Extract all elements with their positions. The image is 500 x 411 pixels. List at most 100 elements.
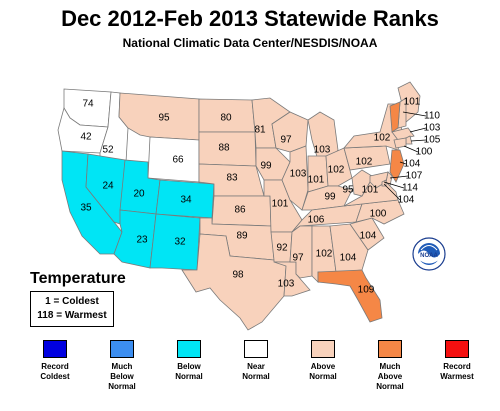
- category-label-line1: Much: [111, 362, 133, 371]
- rank-label-wy: 66: [172, 155, 184, 166]
- category-above: Above Normal: [288, 340, 358, 382]
- rank-label-nd: 80: [220, 113, 232, 124]
- legend-title: Temperature: [30, 270, 126, 287]
- rank-label-ga: 104: [340, 253, 357, 264]
- state-il: [281, 145, 309, 211]
- category-label-line2: Normal: [309, 372, 337, 381]
- rank-label-ct: 100: [416, 147, 433, 158]
- legend-line-warmest: 118 = Warmest: [37, 310, 107, 321]
- rank-label-in: 101: [308, 175, 325, 186]
- state-oh: [325, 147, 353, 187]
- category-near: Near Normal: [221, 340, 291, 382]
- rank-label-co: 34: [180, 195, 192, 206]
- noaa-logo-text: NOAA: [420, 253, 438, 259]
- state-ri: [405, 135, 413, 145]
- category-record-coldest: Record Coldest: [20, 340, 90, 382]
- rank-label-ar: 92: [276, 243, 288, 254]
- rank-label-tx: 98: [232, 270, 244, 281]
- category-record-warmest: Record Warmest: [422, 340, 492, 382]
- category-swatch: [43, 340, 67, 358]
- category-much-below: Much Below Normal: [87, 340, 157, 392]
- category-swatch: [445, 340, 469, 358]
- rank-label-wa: 74: [82, 99, 94, 110]
- state-vt: [389, 101, 401, 133]
- category-label-line2: Above: [377, 372, 403, 381]
- state-fl: [317, 269, 383, 323]
- rank-label-mi: 103: [314, 145, 331, 156]
- leader-line-nh: [402, 111, 427, 117]
- rank-label-ca: 35: [80, 203, 92, 214]
- category-label-line1: Below: [177, 362, 201, 371]
- category-much-above: Much Above Normal: [355, 340, 425, 392]
- rank-label-sc: 104: [360, 231, 377, 242]
- rank-label-mo: 101: [272, 199, 289, 210]
- noaa-logo: NOAA: [412, 237, 446, 276]
- leader-line-dc: [383, 183, 401, 201]
- category-below: Below Normal: [154, 340, 224, 382]
- leader-line-ct: [403, 145, 419, 153]
- category-label-line1: Much: [379, 362, 401, 371]
- rank-label-me: 101: [404, 97, 421, 108]
- rank-label-az: 23: [136, 235, 148, 246]
- state-nv: [85, 153, 126, 225]
- rank-label-de: 107: [406, 171, 423, 182]
- rank-label-nc: 100: [370, 209, 387, 220]
- state-nm: [149, 213, 201, 271]
- rank-label-al: 102: [316, 249, 333, 260]
- rank-label-ms: 97: [292, 253, 304, 264]
- category-label-line2: Normal: [242, 372, 270, 381]
- rank-label-ks: 86: [234, 205, 246, 216]
- category-swatch: [378, 340, 402, 358]
- category-label-line2: Normal: [175, 372, 203, 381]
- rank-label-ny: 102: [374, 133, 391, 144]
- category-label-line1: Record: [443, 362, 471, 371]
- rank-label-ut: 20: [133, 189, 145, 200]
- category-label-line2: Below: [110, 372, 134, 381]
- legend-scale-box: 1 = Coldest 118 = Warmest: [30, 291, 114, 327]
- rank-label-wi: 97: [280, 135, 292, 146]
- rank-label-ok: 89: [236, 231, 248, 242]
- rank-label-ri: 105: [424, 135, 441, 146]
- category-swatch: [244, 340, 268, 358]
- rank-label-mn: 81: [254, 125, 266, 136]
- category-label-line3: Normal: [376, 382, 404, 391]
- rank-label-ia: 99: [260, 161, 272, 172]
- category-label-line1: Near: [247, 362, 265, 371]
- rank-label-il: 103: [290, 169, 307, 180]
- category-swatch: [110, 340, 134, 358]
- rank-label-nj: 104: [404, 159, 421, 170]
- rank-label-tn: 106: [308, 215, 325, 226]
- leader-line-ri: [410, 139, 427, 142]
- category-label-line2: Coldest: [40, 372, 70, 381]
- category-label-line1: Record: [41, 362, 69, 371]
- rank-label-fl: 109: [358, 285, 375, 296]
- state-ga: [329, 223, 369, 273]
- page-title: Dec 2012-Feb 2013 Statewide Ranks: [61, 6, 439, 31]
- rank-label-id: 52: [102, 145, 114, 156]
- rank-label-nv: 24: [102, 181, 114, 192]
- category-swatch: [311, 340, 335, 358]
- state-ms: [289, 225, 313, 279]
- leader-line-nj: [399, 161, 407, 165]
- legend-line-coldest: 1 = Coldest: [45, 296, 99, 307]
- rank-label-pa: 102: [356, 157, 373, 168]
- rank-label-sd: 88: [218, 143, 230, 154]
- leader-line-md: [383, 181, 405, 189]
- rank-label-ky: 99: [324, 192, 336, 203]
- page-subtitle: National Climatic Data Center/NESDIS/NOA…: [122, 36, 378, 50]
- leader-line-de: [389, 175, 409, 179]
- rank-label-nm: 32: [174, 237, 186, 248]
- rank-label-ma: 103: [424, 123, 441, 134]
- category-swatch: [177, 340, 201, 358]
- category-label-line3: Normal: [108, 382, 136, 391]
- state-tx: [181, 233, 287, 331]
- rank-label-ne: 83: [226, 173, 238, 184]
- rank-label-dc: 104: [398, 195, 415, 206]
- rank-label-va: 101: [362, 185, 379, 196]
- state-ct: [393, 137, 407, 149]
- leader-line-ma: [409, 127, 427, 133]
- rank-label-or: 42: [80, 132, 92, 143]
- rank-label-mt: 95: [158, 113, 170, 124]
- rank-label-nh: 110: [424, 111, 440, 122]
